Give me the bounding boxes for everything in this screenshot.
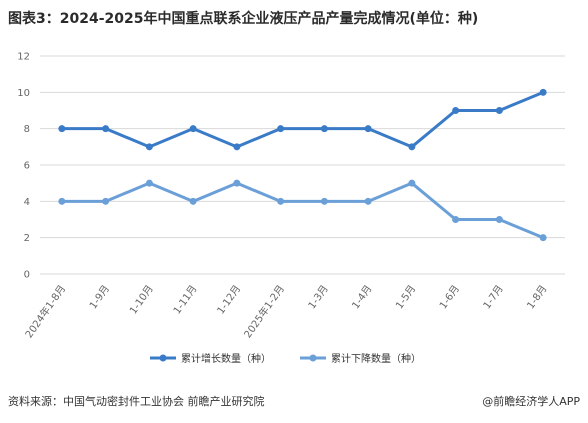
y-tick-label: 10 (17, 88, 30, 99)
data-point (539, 234, 547, 242)
x-tick-label: 1-12月 (215, 283, 244, 317)
data-point (189, 125, 197, 133)
y-tick-label: 0 (24, 270, 30, 281)
x-tick-label: 1-8月 (525, 283, 550, 311)
y-tick-label: 2 (24, 233, 30, 244)
x-tick-label: 2025年1-2月 (241, 282, 287, 340)
data-point (277, 125, 285, 133)
x-tick-label: 1-6月 (437, 283, 462, 311)
x-axis-ticks: 2024年1-8月 1-9月 1-10月 1-11月 1-12月 2025年1-2月 1-3… (22, 282, 549, 340)
grid-lines (40, 55, 565, 275)
legend-label-2: 累计下降数量（种） (331, 352, 421, 365)
legend-label-1: 累计增长数量（种） (181, 352, 271, 365)
y-tick-label: 8 (24, 124, 30, 135)
legend-marker-1 (159, 354, 167, 362)
x-tick-label: 1-11月 (171, 283, 200, 317)
x-tick-label: 1-10月 (127, 283, 156, 317)
data-point (539, 88, 547, 96)
x-tick-label: 1-4月 (350, 283, 375, 311)
y-tick-label: 4 (24, 197, 30, 208)
x-tick-label: 2024年1-8月 (22, 282, 68, 340)
data-point (408, 143, 416, 151)
data-point (58, 197, 66, 205)
series-line-1 (61, 90, 544, 149)
series-line-2 (61, 181, 544, 240)
legend: 累计增长数量（种） 累计下降数量（种） (150, 352, 421, 365)
x-tick-label: 1-9月 (87, 283, 112, 311)
source-note: 资料来源：中国气动密封件工业协会 前瞻产业研究院 (8, 395, 265, 408)
y-tick-label: 6 (24, 161, 30, 172)
data-point (102, 197, 110, 205)
x-tick-label: 1-5月 (393, 283, 418, 311)
data-point (277, 197, 285, 205)
data-point (452, 216, 460, 223)
data-point (408, 179, 416, 187)
data-point (233, 179, 241, 187)
x-tick-label: 1-3月 (306, 283, 331, 311)
data-point (495, 216, 503, 223)
data-point (495, 107, 503, 114)
legend-marker-2 (309, 354, 317, 362)
data-point (102, 125, 110, 133)
data-point (233, 143, 241, 151)
data-point (145, 179, 153, 187)
data-point (145, 143, 153, 151)
data-point (452, 107, 460, 114)
data-point (364, 197, 372, 205)
data-point (189, 197, 197, 205)
data-point (58, 125, 66, 133)
x-tick-label: 1-7月 (481, 283, 506, 311)
y-tick-label: 12 (17, 52, 30, 63)
data-point (320, 125, 328, 133)
data-point (320, 197, 328, 205)
brand-label: @前瞻经济学人APP (482, 395, 580, 408)
data-point (364, 125, 372, 133)
series-lines (58, 88, 547, 242)
y-axis-ticks: 0 2 4 6 8 10 12 (17, 52, 30, 281)
chart-title: 图表3：2024-2025年中国重点联系企业液压产品产量完成情况(单位：种) (8, 11, 479, 27)
